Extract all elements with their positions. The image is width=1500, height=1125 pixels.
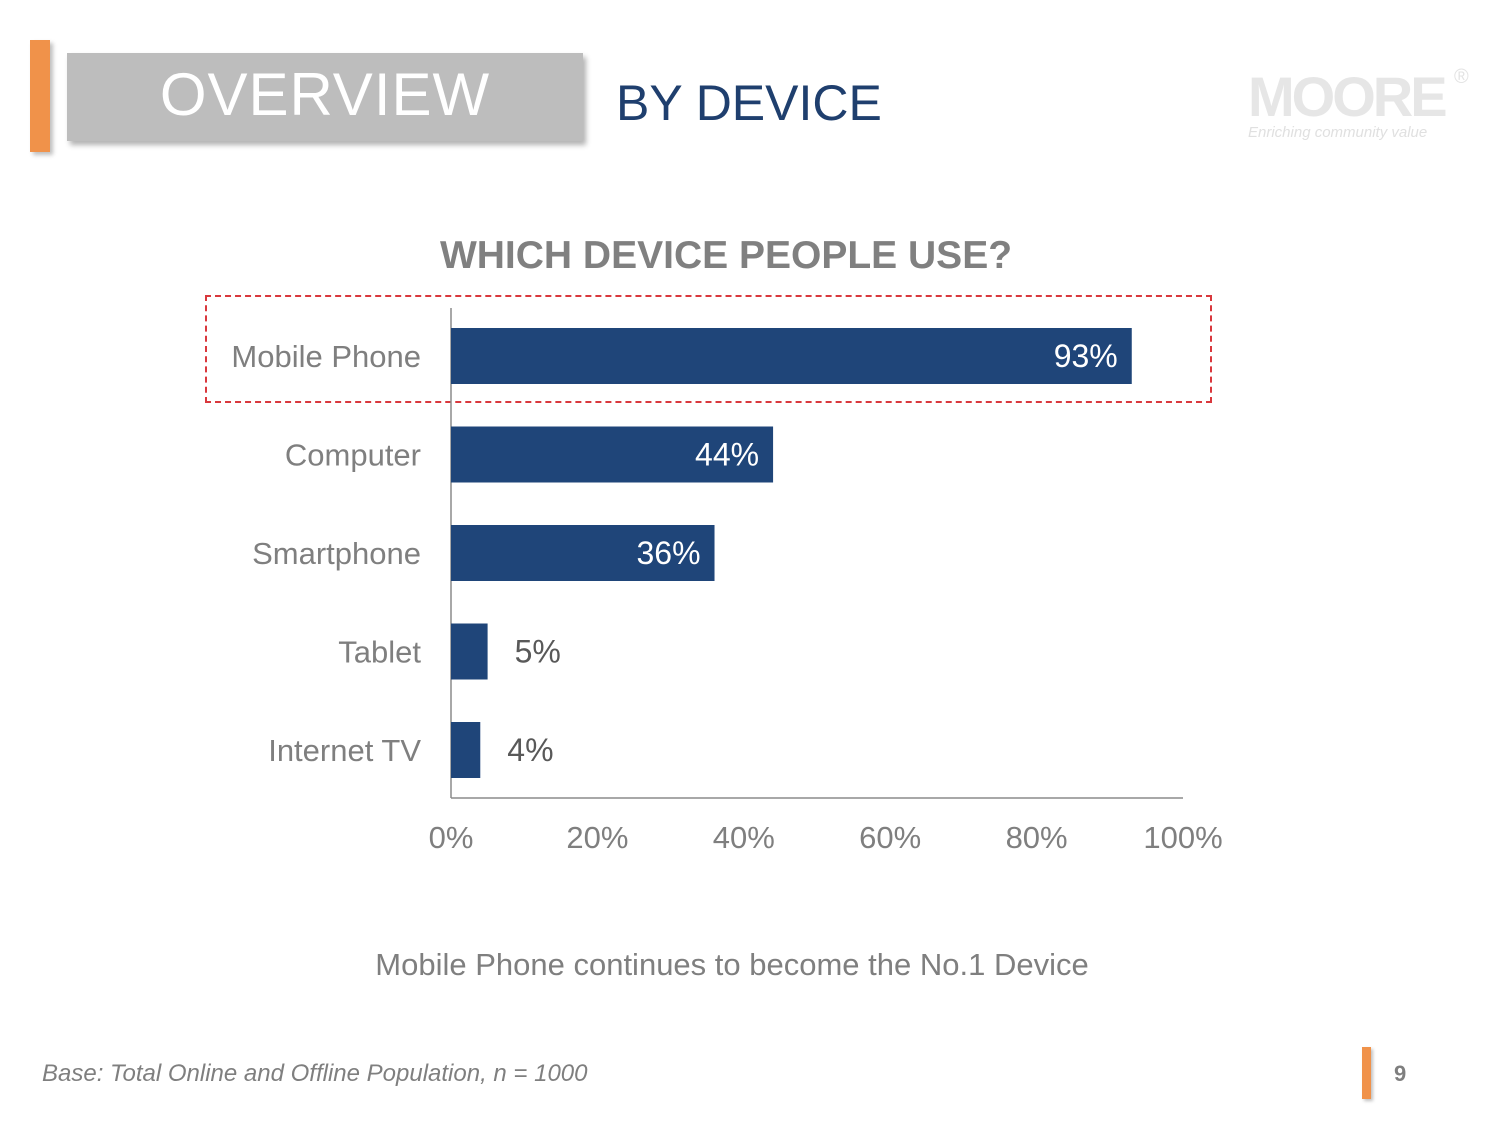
bar: [451, 623, 488, 680]
x-tick-label: 80%: [1006, 820, 1068, 855]
bar: [451, 328, 1132, 384]
category-label: Tablet: [338, 635, 421, 670]
x-tick-label: 100%: [1143, 820, 1222, 855]
logo-wordmark: MOORE: [1248, 65, 1448, 128]
x-tick-label: 0%: [429, 820, 474, 855]
section-header-box: OVERVIEW: [67, 53, 583, 141]
category-label: Smartphone: [252, 536, 421, 571]
chart-caption: Mobile Phone continues to become the No.…: [375, 947, 1089, 982]
page-number: 9: [1394, 1061, 1407, 1086]
data-label: 5%: [515, 634, 561, 670]
moore-logo: MOORE ® Enriching community value: [1246, 65, 1472, 146]
logo-registered-mark: ®: [1454, 66, 1469, 88]
x-tick-label: 20%: [566, 820, 628, 855]
bar: [451, 426, 774, 483]
data-label: 36%: [636, 535, 700, 571]
section-accent-bar: [30, 40, 50, 152]
x-tick-label: 40%: [713, 820, 775, 855]
page-subtitle: BY DEVICE: [616, 75, 882, 131]
x-tick-label: 60%: [859, 820, 921, 855]
bar: [451, 525, 715, 581]
category-label: Internet TV: [268, 733, 421, 768]
logo-tagline: Enriching community value: [1248, 124, 1428, 141]
data-label: 44%: [695, 437, 759, 473]
highlight-box: [205, 295, 1212, 403]
data-label: 4%: [507, 732, 553, 768]
page-accent-bar: [1362, 1047, 1371, 1099]
data-label: 93%: [1054, 338, 1118, 374]
category-label: Computer: [285, 438, 421, 473]
section-title: OVERVIEW: [159, 60, 491, 128]
chart-title: WHICH DEVICE PEOPLE USE?: [439, 234, 1013, 277]
bar: [451, 722, 481, 778]
category-label: Mobile Phone: [231, 339, 421, 374]
base-footnote: Base: Total Online and Offline Populatio…: [42, 1060, 588, 1087]
